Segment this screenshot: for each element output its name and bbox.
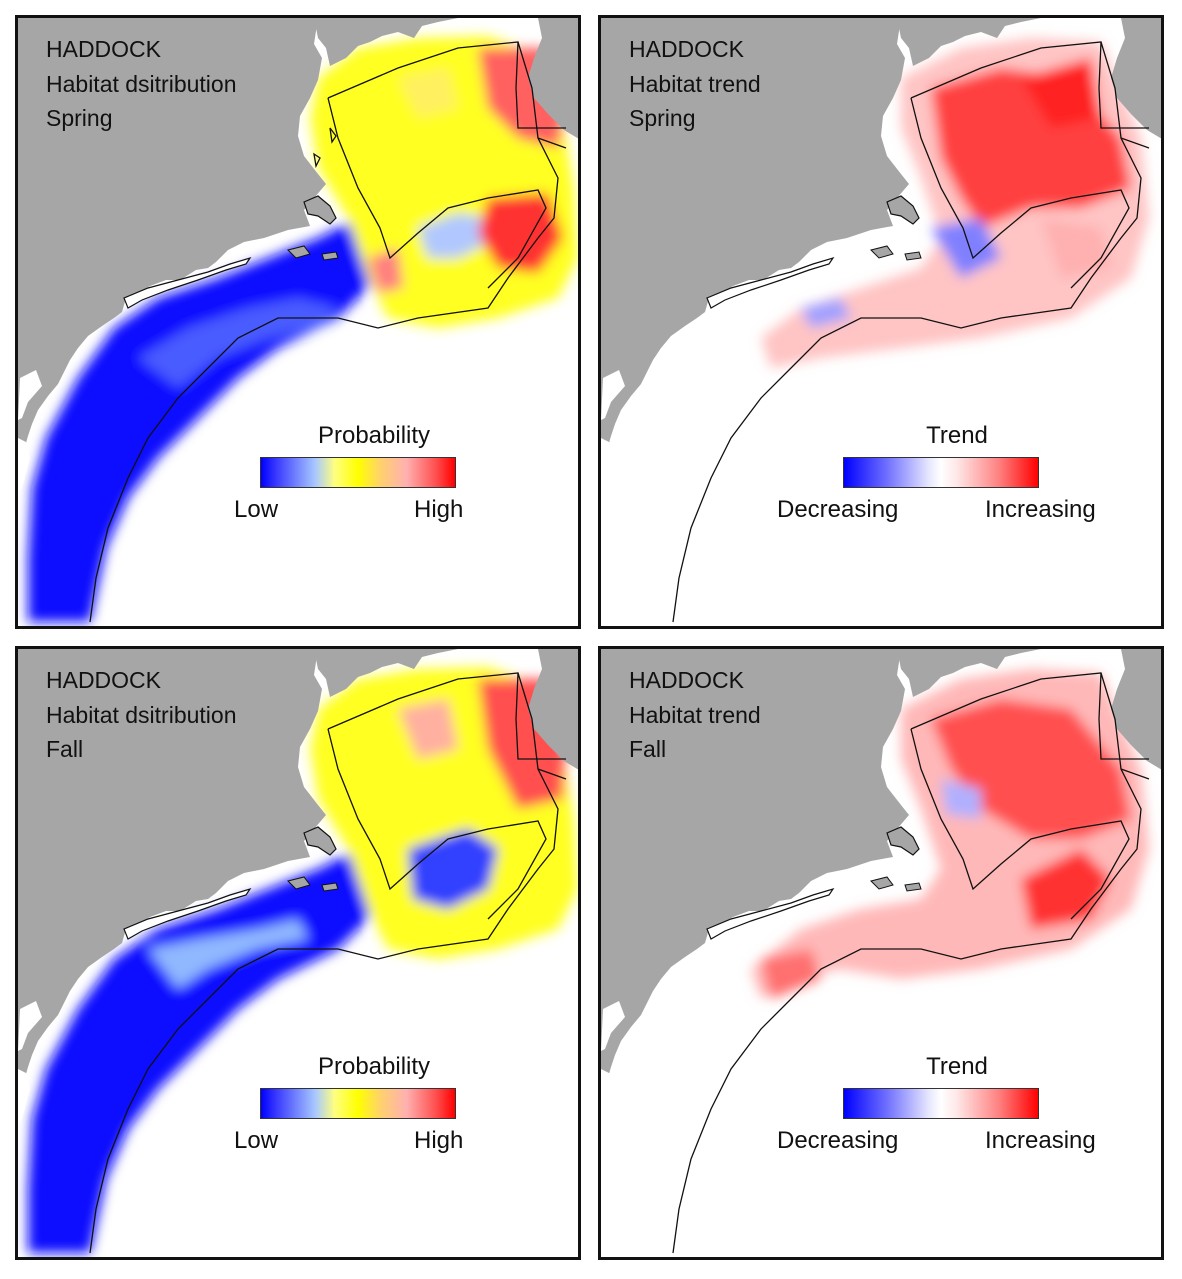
legend-color-bar: [260, 457, 456, 488]
habitat-map: [18, 18, 578, 623]
legend-high-label: High: [414, 1127, 464, 1154]
legend-high-label: Increasing: [985, 496, 1096, 523]
map-type-label: Habitat dsitribution: [46, 70, 237, 97]
habitat-map: [18, 649, 578, 1254]
legend-title: Probability: [317, 422, 431, 449]
species-label: HADDOCK: [46, 667, 162, 693]
legend-title: Trend: [926, 1053, 988, 1080]
legend-title: Probability: [317, 1053, 431, 1080]
panel-title-block: HADDOCK Habitat dsitribution Spring: [46, 32, 237, 136]
probability-legend: Probability Low High: [234, 422, 504, 532]
map-type-label: Habitat trend: [629, 70, 761, 97]
panel-title-block: HADDOCK Habitat trend Spring: [629, 32, 761, 136]
trend-legend: Trend Decreasing Increasing: [777, 422, 1137, 532]
legend-low-label: Low: [234, 1127, 279, 1154]
season-label: Spring: [629, 105, 696, 131]
panel-distribution-fall: HADDOCK Habitat dsitribution Fall Probab…: [15, 646, 581, 1260]
map-type-label: Habitat dsitribution: [46, 701, 237, 728]
probability-legend: Probability Low High: [234, 1053, 504, 1163]
legend-low-label: Decreasing: [777, 1127, 899, 1154]
legend-high-label: Increasing: [985, 1127, 1096, 1154]
season-label: Spring: [46, 105, 113, 131]
legend-low-label: Low: [234, 496, 279, 523]
season-label: Fall: [46, 736, 84, 762]
panel-title-block: HADDOCK Habitat trend Fall: [629, 663, 761, 767]
legend-color-bar: [843, 1088, 1039, 1119]
legend-color-bar: [843, 457, 1039, 488]
habitat-map: [601, 18, 1161, 623]
habitat-map: [601, 649, 1161, 1254]
legend-title: Trend: [926, 422, 988, 449]
panel-trend-spring: HADDOCK Habitat trend Spring Trend Decre…: [598, 15, 1164, 629]
panel-trend-fall: HADDOCK Habitat trend Fall Trend Decreas…: [598, 646, 1164, 1260]
species-label: HADDOCK: [629, 667, 745, 693]
season-label: Fall: [629, 736, 667, 762]
legend-low-label: Decreasing: [777, 496, 899, 523]
map-type-label: Habitat trend: [629, 701, 761, 728]
legend-color-bar: [260, 1088, 456, 1119]
legend-high-label: High: [414, 496, 464, 523]
species-label: HADDOCK: [629, 36, 745, 62]
panel-title-block: HADDOCK Habitat dsitribution Fall: [46, 663, 237, 767]
trend-legend: Trend Decreasing Increasing: [777, 1053, 1137, 1163]
species-label: HADDOCK: [46, 36, 162, 62]
panel-distribution-spring: HADDOCK Habitat dsitribution Spring Prob…: [15, 15, 581, 629]
